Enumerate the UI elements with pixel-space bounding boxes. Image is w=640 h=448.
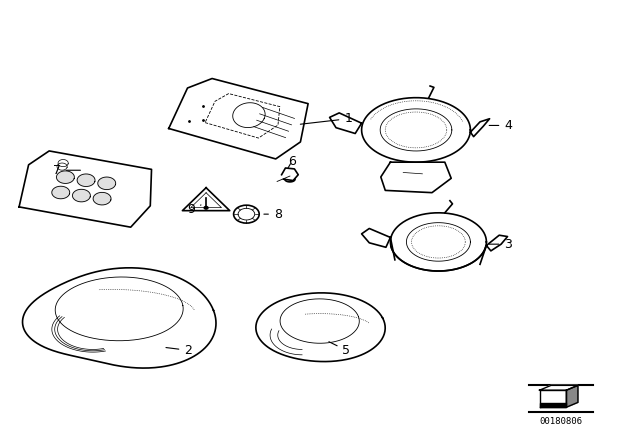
Polygon shape	[22, 268, 216, 368]
Text: 6: 6	[288, 155, 296, 168]
Polygon shape	[540, 390, 566, 407]
Circle shape	[238, 208, 255, 220]
Polygon shape	[330, 113, 362, 134]
Polygon shape	[93, 192, 111, 205]
Polygon shape	[77, 174, 95, 186]
Text: 5: 5	[329, 342, 351, 357]
Polygon shape	[470, 119, 490, 137]
Text: 7: 7	[52, 164, 81, 177]
Polygon shape	[362, 98, 470, 162]
Polygon shape	[486, 235, 508, 251]
Polygon shape	[381, 162, 451, 193]
Polygon shape	[540, 403, 566, 407]
Polygon shape	[169, 78, 308, 159]
Text: 9: 9	[188, 202, 201, 216]
Text: 00180806: 00180806	[539, 417, 582, 426]
Polygon shape	[390, 213, 486, 271]
Circle shape	[234, 205, 259, 223]
Polygon shape	[19, 151, 152, 227]
Polygon shape	[256, 293, 385, 362]
Polygon shape	[72, 190, 90, 202]
Polygon shape	[362, 228, 390, 247]
Polygon shape	[52, 186, 70, 199]
Polygon shape	[98, 177, 116, 190]
Polygon shape	[566, 385, 578, 407]
Text: 4: 4	[489, 119, 512, 132]
Circle shape	[204, 207, 208, 209]
Text: 8: 8	[264, 207, 282, 221]
Text: 1: 1	[300, 112, 352, 125]
Text: 2: 2	[166, 344, 192, 357]
Polygon shape	[540, 385, 578, 390]
Text: 3: 3	[489, 237, 512, 251]
Polygon shape	[56, 171, 74, 183]
Polygon shape	[182, 188, 230, 211]
